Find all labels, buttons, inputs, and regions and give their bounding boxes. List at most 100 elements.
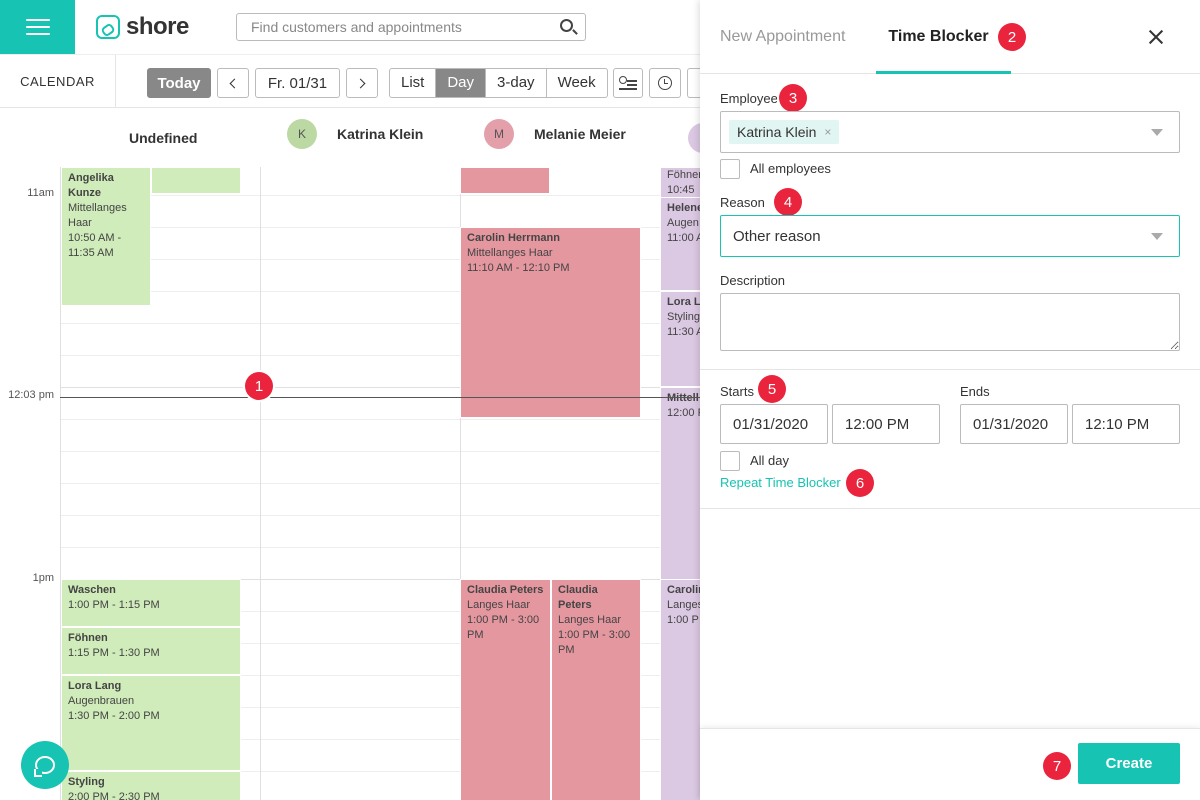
shore-logo-icon xyxy=(96,15,120,39)
description-field[interactable] xyxy=(720,293,1180,351)
calendar-label: CALENDAR xyxy=(0,55,116,108)
reason-select[interactable]: Other reason xyxy=(720,215,1180,257)
grid-line xyxy=(60,227,700,228)
appointment-time: 1:30 PM - 2:00 PM xyxy=(68,710,160,722)
appointment-service: Augen xyxy=(667,217,699,229)
current-time-label: 12:03 pm xyxy=(8,389,54,401)
appointment-customer: Helene xyxy=(667,202,700,214)
start-date-value: 01/31/2020 xyxy=(733,415,809,433)
search-icon[interactable] xyxy=(560,19,573,32)
appointment-customer: Lora La xyxy=(667,296,700,308)
employee-select[interactable]: Katrina Klein × xyxy=(720,111,1180,153)
logo-text: shore xyxy=(126,13,189,40)
grid-line xyxy=(60,195,700,196)
tab-new-appointment[interactable]: New Appointment xyxy=(720,28,846,45)
avatar xyxy=(688,123,700,153)
appointment-block[interactable] xyxy=(151,167,241,194)
appointment-block[interactable]: Lora Lang Augenbrauen 1:30 PM - 2:00 PM xyxy=(61,675,241,771)
start-time-value: 12:00 PM xyxy=(845,415,910,433)
divider xyxy=(700,508,1200,509)
appointment-service: Augenbrauen xyxy=(68,695,135,707)
date-picker-button[interactable]: Fr. 01/31 xyxy=(255,68,340,98)
view-week-button[interactable]: Week xyxy=(557,74,596,91)
all-employees-checkbox[interactable] xyxy=(720,159,740,179)
current-time-line xyxy=(60,397,700,398)
grid-line xyxy=(60,515,700,516)
prev-day-button[interactable] xyxy=(217,68,249,98)
chevron-down-icon xyxy=(1151,129,1163,136)
appointment-block[interactable]: Carolin Langes 1:00 P xyxy=(660,579,700,800)
appointment-time: 1:00 PM - 3:00 PM xyxy=(558,629,631,656)
appointment-time: 11:00 A xyxy=(667,232,700,244)
end-time-field[interactable]: 12:10 PM xyxy=(1072,404,1180,444)
step-badge: 3 xyxy=(779,84,807,112)
all-day-checkbox[interactable] xyxy=(720,451,740,471)
close-icon[interactable] xyxy=(1146,27,1166,47)
appointment-block[interactable]: Helene Augen 11:00 A xyxy=(660,197,700,291)
appointment-block[interactable]: Styling 2:00 PM - 2:30 PM xyxy=(61,771,241,800)
today-button[interactable]: Today xyxy=(147,68,211,98)
employee-tag: Katrina Klein × xyxy=(729,120,840,144)
remove-tag-icon[interactable]: × xyxy=(824,125,832,139)
appointment-customer: Föhnen xyxy=(68,632,108,644)
logo[interactable]: shore xyxy=(96,13,189,41)
hamburger-menu-icon[interactable] xyxy=(0,0,75,54)
chat-button[interactable] xyxy=(21,741,69,789)
chevron-left-icon xyxy=(229,78,240,88)
appointment-block[interactable]: Angelika Kunze Mittellanges Haar 10:50 A… xyxy=(61,167,151,306)
time-label: 11am xyxy=(27,187,54,199)
step-badge: 5 xyxy=(758,375,786,403)
appointment-customer: Carolin xyxy=(667,584,700,596)
grid-line xyxy=(60,323,700,324)
column-name: Melanie Meier xyxy=(534,125,626,142)
step-badge: 7 xyxy=(1043,752,1071,780)
appointment-block[interactable]: Föhnen 1:15 PM - 1:30 PM xyxy=(61,627,241,675)
appointment-time: 2:00 PM - 2:30 PM xyxy=(68,791,160,800)
time-blocker-panel: New Appointment Time Blocker 2 Employee … xyxy=(700,0,1200,800)
column-divider xyxy=(460,167,461,800)
appointment-block[interactable]: Lora La Styling 11:30 A xyxy=(660,291,700,387)
appointment-block[interactable]: Mittell 12:00 P xyxy=(660,387,700,580)
chevron-right-icon xyxy=(355,78,366,88)
appointment-time: 1:00 P xyxy=(667,614,699,626)
next-day-button[interactable] xyxy=(346,68,378,98)
employee-filter-button[interactable] xyxy=(613,68,643,98)
appointment-block[interactable] xyxy=(460,167,550,194)
start-time-field[interactable]: 12:00 PM xyxy=(832,404,940,444)
appointment-block[interactable]: Claudia Peters Langes Haar 1:00 PM - 3:0… xyxy=(460,579,551,800)
search-input[interactable] xyxy=(236,13,586,41)
grid-line xyxy=(60,771,700,772)
end-date-field[interactable]: 01/31/2020 xyxy=(960,404,1068,444)
avatar: M xyxy=(484,118,514,149)
grid-line xyxy=(60,707,700,708)
column-name: Katrina Klein xyxy=(337,125,424,142)
chevron-down-icon xyxy=(1151,233,1163,240)
grid-line xyxy=(60,259,700,260)
view-3day-button[interactable]: 3-day xyxy=(486,69,547,97)
appointment-time: 11:10 AM - 12:10 PM xyxy=(467,262,570,274)
grid-line xyxy=(60,547,700,548)
appointment-customer: Claudia Peters xyxy=(467,584,544,596)
appointment-block[interactable]: Claudia Peters Langes Haar 1:00 PM - 3:0… xyxy=(551,579,641,800)
start-date-field[interactable]: 01/31/2020 xyxy=(720,404,828,444)
appointment-time: 11:30 A xyxy=(667,326,700,338)
create-button[interactable]: Create xyxy=(1078,743,1180,784)
appointment-service: Langes xyxy=(667,599,700,611)
avatar: K xyxy=(287,118,317,149)
repeat-time-blocker-link[interactable]: Repeat Time Blocker xyxy=(720,475,841,490)
appointment-block[interactable]: Carolin Herrmann Mittellanges Haar 11:10… xyxy=(460,227,641,418)
appointment-customer: Carolin Herrmann xyxy=(467,232,560,244)
appointment-block[interactable]: Waschen 1:00 PM - 1:15 PM xyxy=(61,579,241,627)
tab-time-blocker[interactable]: Time Blocker xyxy=(876,0,1011,74)
time-button[interactable] xyxy=(649,68,681,98)
column-divider xyxy=(260,167,261,800)
employee-tag-label: Katrina Klein xyxy=(737,124,817,140)
appointment-block[interactable]: Föhnen 10:45 xyxy=(660,167,700,198)
appointment-customer: Lora Lang xyxy=(68,680,122,692)
appointment-customer: Föhnen xyxy=(667,169,700,181)
step-badge: 6 xyxy=(846,469,874,497)
appointment-service: Mittellanges Haar xyxy=(467,247,553,259)
view-day-button[interactable]: Day xyxy=(436,69,487,97)
column-header-katrina: K Katrina Klein xyxy=(287,108,423,163)
view-list-button[interactable]: List xyxy=(390,69,437,97)
